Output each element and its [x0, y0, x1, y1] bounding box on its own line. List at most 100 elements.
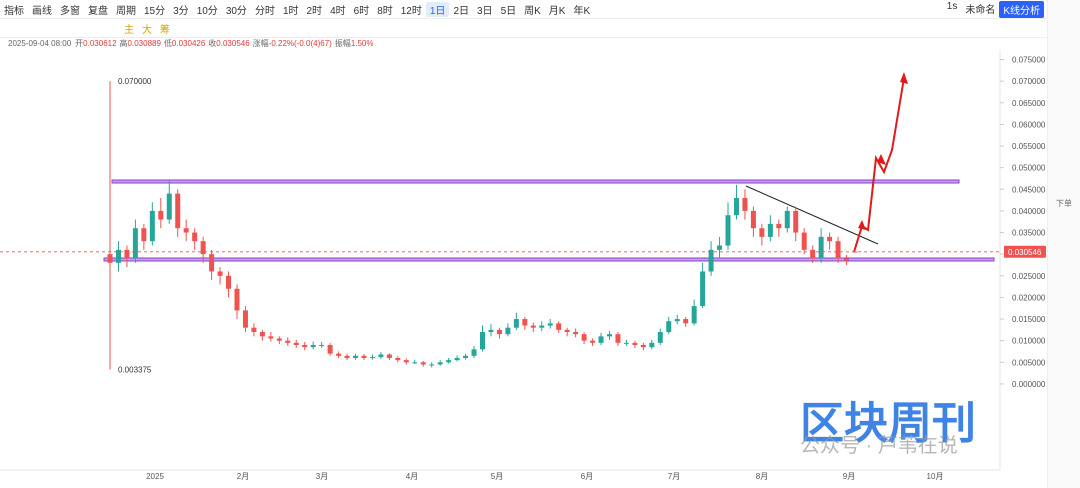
- period-button[interactable]: 30分: [225, 5, 247, 17]
- y-tick-label: 0.060000: [1012, 120, 1046, 129]
- period-button[interactable]: 1日: [425, 1, 450, 17]
- candle-body: [522, 319, 528, 326]
- period-button[interactable]: 月K: [548, 5, 566, 17]
- candle-body: [378, 354, 384, 358]
- period-button[interactable]: 4时: [330, 5, 346, 17]
- candle-body: [606, 334, 612, 337]
- period-button[interactable]: 5日: [500, 5, 517, 17]
- toolbar-button[interactable]: 周期: [116, 5, 136, 17]
- candle-body: [209, 254, 215, 272]
- period-button[interactable]: 周K: [524, 5, 541, 17]
- candle-body: [488, 329, 494, 333]
- candle-body: [590, 340, 596, 343]
- period-button[interactable]: 分时: [254, 5, 275, 17]
- arrow-head: [877, 154, 886, 165]
- min-label: 0.003375: [118, 365, 152, 374]
- period-button[interactable]: 10分: [196, 5, 218, 17]
- candle-body: [192, 232, 198, 242]
- y-tick-label: 0.070000: [1012, 77, 1046, 86]
- y-tick-label: 0.025000: [1012, 272, 1046, 281]
- candle-body: [166, 193, 172, 220]
- last-price-tag: [1004, 245, 1046, 258]
- candle-body: [319, 344, 325, 346]
- candle-body: [242, 310, 248, 328]
- y-tick-label: 0.015000: [1012, 315, 1046, 324]
- period-button[interactable]: 3日: [477, 5, 493, 17]
- y-tick-label: 0.055000: [1012, 142, 1046, 151]
- candle-body: [496, 329, 502, 335]
- candle-body: [369, 357, 375, 359]
- period-button[interactable]: 年K: [573, 5, 591, 17]
- y-tick-label: 0.050000: [1012, 164, 1046, 173]
- candle-body: [141, 228, 147, 242]
- candle-body: [564, 329, 570, 333]
- candle-body: [200, 241, 206, 255]
- toolbar-button[interactable]: 指标: [4, 5, 24, 17]
- toolbar-button[interactable]: K线分析: [999, 0, 1044, 18]
- candle-body: [259, 332, 265, 337]
- candle-body: [293, 342, 299, 345]
- value: -0.22%(-0.0(4)67): [268, 38, 332, 48]
- y-tick-label: 0.045000: [1012, 185, 1046, 194]
- value: 0.030426: [171, 38, 206, 48]
- period-button[interactable]: 2时: [306, 5, 323, 17]
- candle-body: [683, 319, 689, 324]
- candle-body: [480, 332, 485, 350]
- period-button[interactable]: 3分: [173, 5, 189, 17]
- candle-body: [530, 325, 536, 328]
- tool[interactable]: 主: [124, 24, 134, 36]
- candle-body: [251, 327, 257, 333]
- candle-body: [623, 342, 629, 344]
- chart: 区块周刊 公众号 · 芦苇在说 0.000000 0.005000 0.010000…: [0, 50, 1046, 481]
- x-tick-label: 5月: [491, 472, 503, 481]
- candle-body: [827, 236, 833, 242]
- y-tick-label: 0.065000: [1012, 99, 1046, 108]
- toolbar-button[interactable]: 1s: [946, 0, 958, 12]
- candle-body: [793, 210, 799, 233]
- period-button[interactable]: 6时: [353, 5, 370, 17]
- y-tick-label: 0.040000: [1012, 207, 1046, 216]
- candle-body: [801, 232, 807, 250]
- toolbar-button[interactable]: 画线: [32, 5, 52, 17]
- y-tick-label: 0.075000: [1012, 56, 1046, 65]
- period-button[interactable]: 1时: [282, 5, 299, 17]
- x-tick-label: 6月: [581, 472, 593, 481]
- candle-body: [649, 342, 655, 348]
- y-tick-label: 0.020000: [1012, 293, 1046, 302]
- candle-body: [733, 197, 739, 216]
- period-button[interactable]: 15分: [144, 5, 166, 17]
- toolbar-button[interactable]: 未命名: [965, 4, 996, 16]
- toolbar-button[interactable]: 多窗: [60, 5, 80, 17]
- candle-body: [344, 355, 350, 358]
- toolbar-button[interactable]: 复盘: [88, 5, 108, 17]
- tool[interactable]: 筹: [160, 24, 170, 36]
- ohlc-header: 2025-09-04 08:00 开 0.030612 高 0.030889 低 0.…: [8, 37, 377, 49]
- candle-body: [547, 323, 553, 326]
- candle-body: [336, 353, 342, 356]
- candle-body: [784, 210, 790, 229]
- candle-body: [598, 336, 604, 343]
- candle-body: [463, 355, 469, 358]
- candle-body: [835, 241, 841, 259]
- candle-body: [234, 288, 240, 311]
- order-button[interactable]: 下单: [1056, 199, 1072, 208]
- value: 0.030612: [83, 38, 117, 48]
- candle-body: [217, 271, 223, 276]
- candle-body: [844, 258, 850, 261]
- candle-body: [818, 236, 824, 259]
- x-tick-label: 9月: [843, 472, 855, 481]
- tool[interactable]: 大: [142, 24, 152, 36]
- label: 涨幅: [252, 38, 269, 48]
- max-label: 0.070000: [118, 77, 152, 86]
- candle-body: [302, 344, 308, 348]
- period-button[interactable]: 12时: [400, 5, 422, 17]
- candle-body: [539, 325, 545, 328]
- candle-body: [403, 360, 409, 363]
- candle-body: [361, 355, 367, 358]
- y-tick-label: 0.005000: [1012, 358, 1046, 367]
- period-button[interactable]: 2日: [453, 5, 469, 17]
- period-button[interactable]: 8时: [377, 5, 393, 17]
- candle-body: [327, 344, 333, 354]
- toolbar-2: 主 大 筹: [0, 19, 1048, 38]
